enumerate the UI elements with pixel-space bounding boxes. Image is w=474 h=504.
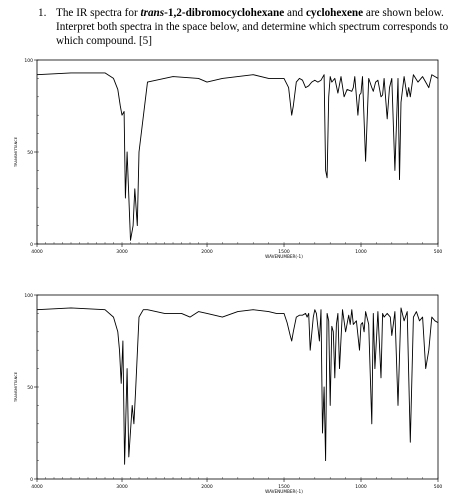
compound-1-prefix: trans [140, 7, 165, 19]
x-axis-label: WAVENUMBER(-1) [265, 254, 303, 259]
x-axis-label: WAVENUMBER(-1) [265, 489, 303, 494]
x-tick-label: 2000 [201, 249, 213, 255]
y-tick-label: 0 [30, 477, 33, 483]
y-axis-label: TRANSMITTANCE [14, 136, 18, 168]
x-tick-label: 500 [434, 249, 443, 255]
spectrum-trace [36, 307, 439, 465]
x-tick-label: 1000 [355, 249, 367, 255]
question-text-b: and [284, 7, 306, 19]
question-block: 1. The IR spectra for trans-1,2-dibromoc… [38, 6, 458, 48]
compound-1-name: -1,2-dibromocyclohexane [164, 7, 285, 19]
y-tick-label: 100 [24, 58, 33, 64]
plot-frame [36, 294, 439, 480]
y-tick-label: 50 [27, 150, 33, 156]
spectrum-trace [36, 72, 439, 241]
question-text-a: The IR spectra for [56, 7, 141, 19]
y-tick-label: 0 [30, 242, 33, 248]
compound-2-name: cyclohexene [305, 7, 364, 19]
x-tick-label: 4000 [31, 249, 43, 255]
question-text-c: are shown below. Interpret both spectra … [56, 7, 449, 47]
x-tick-label: 1000 [355, 484, 367, 490]
x-tick-label: 4000 [31, 484, 43, 490]
y-axis-label: TRANSMITTANCE [14, 371, 18, 403]
x-tick-label: 3000 [116, 249, 128, 255]
x-tick-label: 2000 [201, 484, 213, 490]
x-tick-label: 1500 [278, 484, 290, 490]
question-text: The IR spectra for trans-1,2-dibromocycl… [56, 6, 458, 48]
x-tick-label: 3000 [116, 484, 128, 490]
x-tick-label: 1500 [278, 249, 290, 255]
x-tick-label: 500 [434, 484, 443, 490]
y-tick-label: 100 [24, 293, 33, 299]
plot-frame [36, 59, 439, 245]
y-tick-label: 50 [27, 385, 33, 391]
question-number: 1. [38, 7, 47, 19]
